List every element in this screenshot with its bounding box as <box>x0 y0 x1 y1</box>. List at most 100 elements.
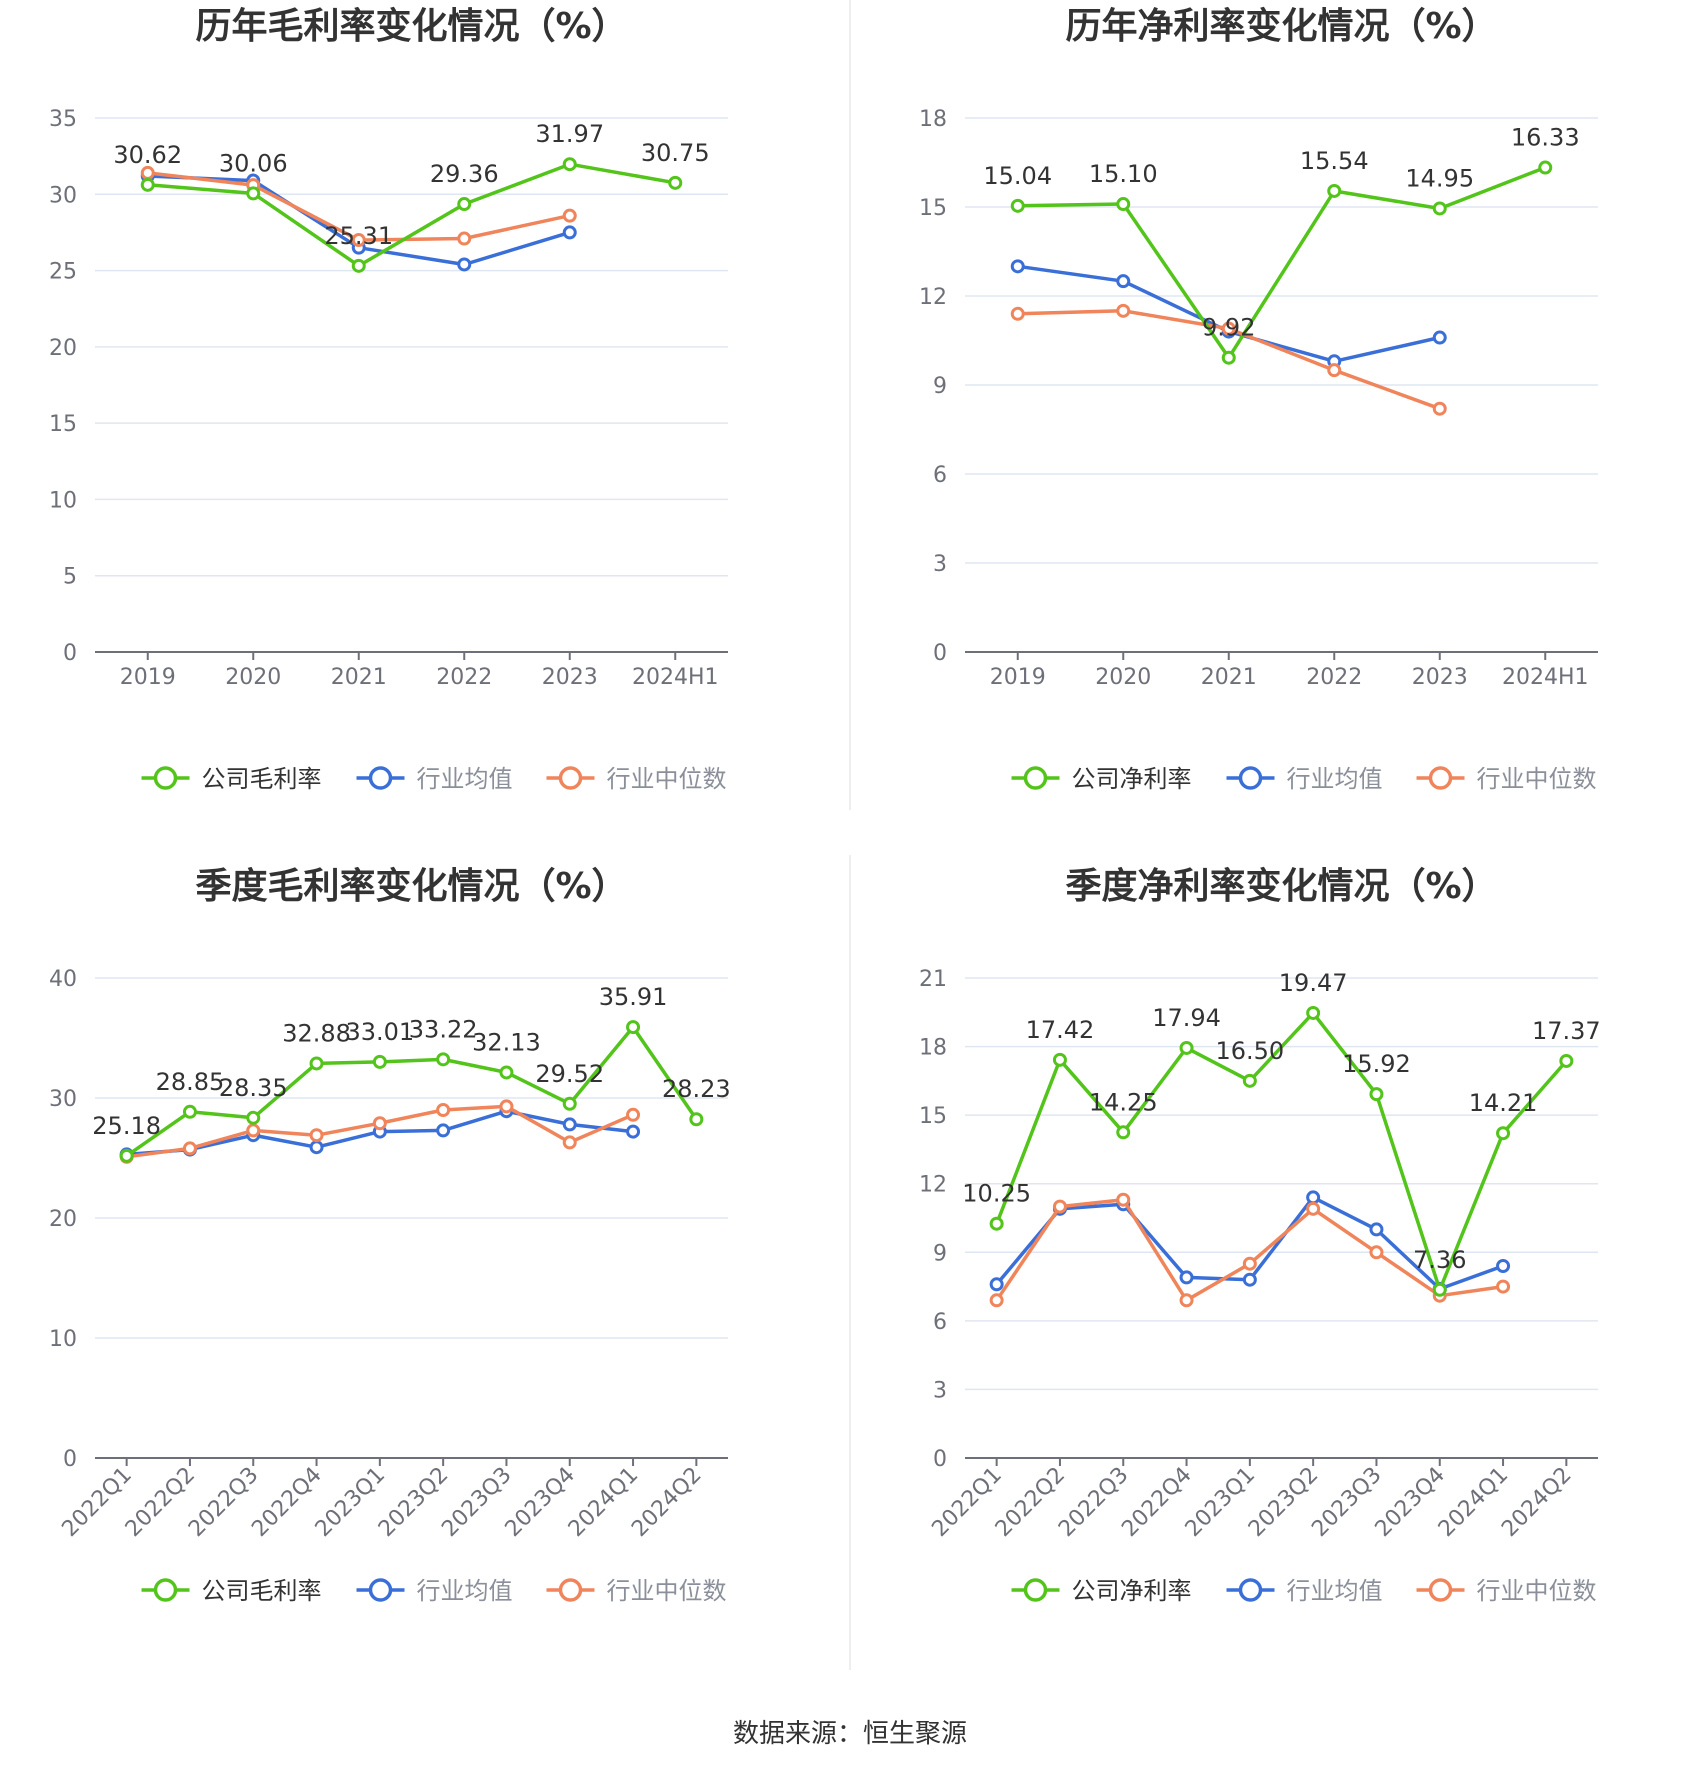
data-point <box>1369 1222 1384 1237</box>
data-point <box>562 225 577 240</box>
data-point <box>1369 1087 1384 1102</box>
legend-marker <box>1428 766 1453 790</box>
y-tick-label: 21 <box>919 967 947 992</box>
x-tick-label: 2024H1 <box>632 665 719 690</box>
series-line <box>147 162 676 268</box>
data-point <box>246 1110 261 1125</box>
data-label: 33.22 <box>409 1015 478 1043</box>
legend-label: 公司毛利率 <box>202 1577 322 1605</box>
x-tick-label: 2024H1 <box>1502 665 1589 690</box>
data-label: 30.06 <box>219 149 288 177</box>
y-tick-label: 3 <box>933 1378 947 1403</box>
data-label: 30.75 <box>641 139 710 167</box>
data-point <box>562 208 577 223</box>
data-label: 30.62 <box>113 141 182 169</box>
legend-marker <box>368 1578 393 1602</box>
data-point <box>626 1107 641 1122</box>
legend-item[interactable]: 公司净利率 <box>1011 1577 1192 1605</box>
data-point <box>989 1293 1004 1308</box>
data-point <box>1327 183 1342 198</box>
data-point <box>1306 1005 1321 1020</box>
legend-label: 公司净利率 <box>1072 765 1192 793</box>
data-label: 19.47 <box>1279 969 1348 997</box>
legend-item[interactable]: 行业均值 <box>356 765 513 793</box>
data-point <box>1369 1245 1384 1260</box>
x-tick-label: 2022Q3 <box>184 1463 263 1542</box>
data-point <box>989 1216 1004 1231</box>
legend-label: 行业均值 <box>417 1577 513 1605</box>
data-point <box>1496 1279 1511 1294</box>
data-label: 33.01 <box>345 1018 414 1046</box>
data-point <box>372 1116 387 1131</box>
data-point <box>626 1020 641 1035</box>
x-tick-label: 2022Q1 <box>927 1463 1006 1542</box>
y-tick-label: 0 <box>933 641 947 666</box>
legend-item[interactable]: 行业均值 <box>1226 765 1383 793</box>
data-point <box>668 175 683 190</box>
data-point <box>1116 1192 1131 1207</box>
data-source-note: 数据来源：恒生聚源 <box>733 1719 967 1749</box>
data-point <box>1432 401 1447 416</box>
annual-gross-margin-chart: 历年毛利率变化情况（%） 0 5 10 15 20 25 30 35 2019 2020 2021 20… <box>49 5 728 793</box>
series-line <box>125 1025 698 1158</box>
data-point <box>457 197 472 212</box>
y-tick-label: 5 <box>63 565 77 590</box>
data-point <box>626 1124 641 1139</box>
data-point <box>1306 1201 1321 1216</box>
y-tick-label: 20 <box>49 1207 77 1232</box>
legend-item[interactable]: 公司净利率 <box>1011 765 1192 793</box>
legend-item[interactable]: 公司毛利率 <box>141 1577 322 1605</box>
data-point <box>140 177 155 192</box>
data-label: 31.97 <box>535 120 604 148</box>
legend-item[interactable]: 行业均值 <box>356 1577 513 1605</box>
data-label: 16.50 <box>1215 1037 1284 1065</box>
data-point <box>1116 274 1131 289</box>
legend-item[interactable]: 行业中位数 <box>546 1577 727 1605</box>
y-tick-label: 40 <box>49 967 77 992</box>
data-point <box>1116 1125 1131 1140</box>
x-tick-label: 2022 <box>436 665 492 690</box>
y-tick-label: 18 <box>919 107 947 132</box>
y-tick-label: 3 <box>933 552 947 577</box>
legend-label: 公司净利率 <box>1072 1577 1192 1605</box>
data-label: 17.42 <box>1026 1016 1095 1044</box>
data-point <box>1242 1073 1257 1088</box>
y-tick-label: 15 <box>919 196 947 221</box>
y-tick-label: 15 <box>49 412 77 437</box>
legend-label: 行业均值 <box>1287 765 1383 793</box>
x-tick-label: 2022Q3 <box>1054 1463 1133 1542</box>
data-label: 17.37 <box>1532 1017 1601 1045</box>
x-tick-label: 2023Q3 <box>1307 1463 1386 1542</box>
legend-item[interactable]: 行业中位数 <box>1416 1577 1597 1605</box>
data-point <box>1538 160 1553 175</box>
legend-item[interactable]: 公司毛利率 <box>141 765 322 793</box>
x-tick-label: 2023Q3 <box>437 1463 516 1542</box>
data-label: 15.10 <box>1089 160 1158 188</box>
data-point <box>1052 1199 1067 1214</box>
data-point <box>562 157 577 172</box>
chart-title: 季度净利率变化情况（%） <box>1065 865 1497 907</box>
x-tick-label: 2022Q2 <box>121 1463 200 1542</box>
y-tick-label: 0 <box>933 1447 947 1472</box>
quarterly-gross-margin-chart: 季度毛利率变化情况（%）0102030402022Q12022Q22022Q32… <box>49 865 731 1605</box>
data-point <box>562 1096 577 1111</box>
data-point <box>436 1052 451 1067</box>
legend-marker <box>153 766 178 790</box>
x-tick-label: 2023Q4 <box>1371 1463 1450 1542</box>
legend-item[interactable]: 行业中位数 <box>1416 765 1597 793</box>
data-point <box>119 1148 134 1163</box>
data-point <box>436 1123 451 1138</box>
annual-net-margin-chart: 历年净利率变化情况（%） 0 3 6 9 12 15 18 2019 2020 2021 2022 20… <box>919 5 1598 793</box>
data-point <box>1116 197 1131 212</box>
data-point <box>1432 201 1447 216</box>
legend-item[interactable]: 行业均值 <box>1226 1577 1383 1605</box>
data-point <box>1221 350 1236 365</box>
data-point <box>1010 198 1025 213</box>
data-point <box>1559 1053 1574 1068</box>
legend-item[interactable]: 行业中位数 <box>546 765 727 793</box>
data-point <box>562 1135 577 1150</box>
x-tick-label: 2023Q1 <box>311 1463 390 1542</box>
y-tick-label: 18 <box>919 1036 947 1061</box>
legend-label: 行业中位数 <box>1477 1577 1597 1605</box>
data-label: 14.25 <box>1089 1088 1158 1116</box>
